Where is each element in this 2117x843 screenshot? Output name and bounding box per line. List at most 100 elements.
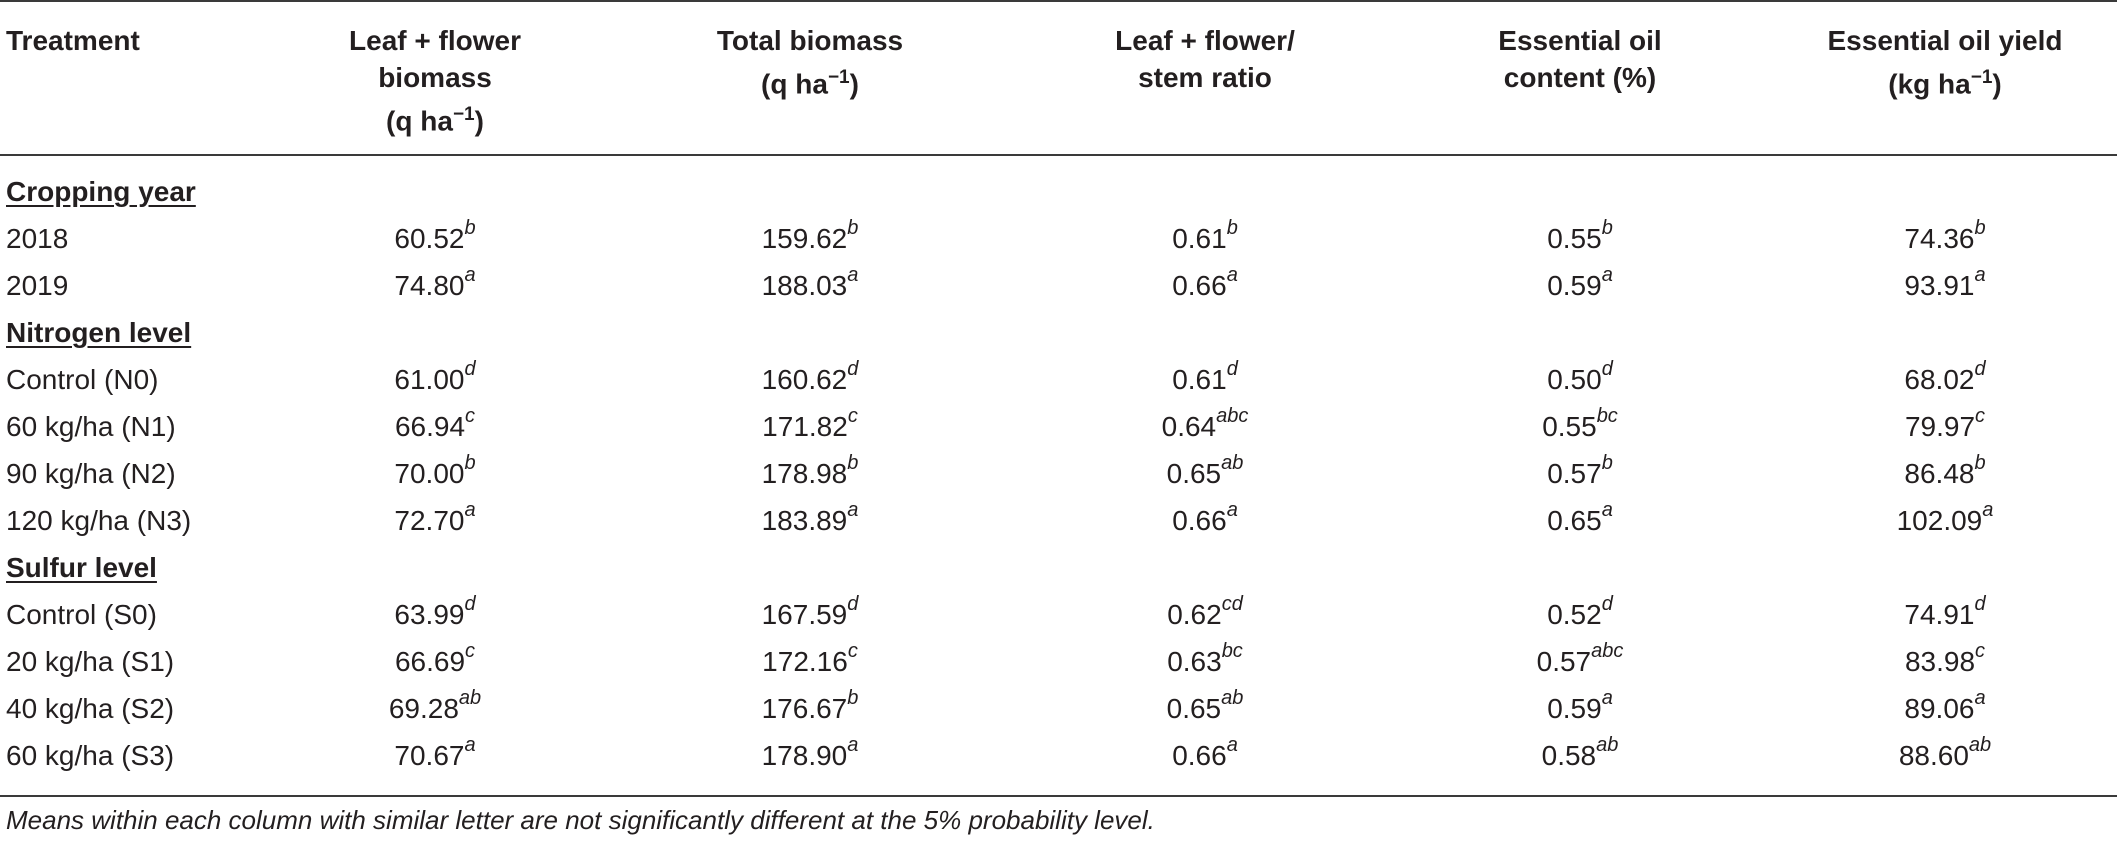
significance-letter: b — [1974, 216, 1986, 239]
row-label: 60 kg/ha (S3) — [6, 740, 175, 771]
significance-letter: b — [1226, 216, 1238, 239]
table-cell: 0.59a — [1440, 685, 1720, 732]
row-label: 60 kg/ha (N1) — [6, 411, 176, 442]
significance-letter: d — [464, 592, 476, 615]
significance-letter: a — [1974, 686, 1986, 709]
row-label: 120 kg/ha (N3) — [6, 505, 192, 536]
cell-value: 74.91 — [1904, 599, 1975, 630]
table-cell: 66.94c — [295, 403, 575, 450]
header-rule — [0, 154, 2117, 156]
significance-letter: cd — [1221, 592, 1243, 615]
row-label: Control (S0) — [6, 599, 157, 630]
cell-value: 61.00 — [394, 364, 465, 395]
table-row: Control (N0) 61.00d 160.62d 0.61d 0.50d 68.02… — [0, 356, 2117, 403]
table-cell: 0.66a — [1065, 732, 1345, 779]
significance-letter: ab — [1221, 686, 1244, 709]
table-cell: 0.65ab — [1065, 685, 1345, 732]
cell-value: 0.62 — [1167, 599, 1222, 630]
table-cell: 0.58ab — [1440, 732, 1720, 779]
table-cell: 68.02d — [1805, 356, 2085, 403]
cell-value: 69.28 — [388, 693, 459, 724]
table-cell: 88.60ab — [1805, 732, 2085, 779]
cell-value: 83.98 — [1904, 646, 1976, 677]
table-cell: 61.00d — [295, 356, 575, 403]
significance-letter: a — [847, 263, 859, 286]
cell-value: 0.57 — [1536, 646, 1592, 677]
cell-value: 102.09 — [1896, 505, 1983, 536]
table-cell: 70.00b — [295, 450, 575, 497]
cell-value: 172.16 — [762, 646, 848, 677]
significance-letter: ab — [1596, 733, 1619, 756]
significance-letter: a — [464, 263, 476, 286]
table-cell: 63.99d — [295, 591, 575, 638]
section-title: Cropping year — [6, 176, 196, 207]
table-cell: 0.61d — [1065, 356, 1345, 403]
significance-letter: c — [847, 639, 858, 662]
table-cell: 0.59a — [1440, 262, 1720, 309]
cell-value: 167.59 — [761, 599, 848, 630]
header-leaf-flower-biomass: Leaf + flower biomass (q ha−1) — [349, 25, 521, 137]
table-cell: 183.89a — [670, 497, 950, 544]
significance-letter: a — [847, 498, 859, 521]
table-footnote: Means within each column with similar le… — [6, 805, 1155, 835]
significance-letter: c — [1975, 639, 1986, 662]
table-row: 60 kg/ha (N1) 66.94c 171.82c 0.64abc 0.55bc 7… — [0, 403, 2117, 450]
section-title: Nitrogen level — [6, 317, 192, 348]
table-cell: 159.62b — [670, 215, 950, 262]
table-row: 2018 60.52b 159.62b 0.61b 0.55b 74.36b — [0, 215, 2117, 262]
significance-letter: abc — [1591, 639, 1624, 662]
cell-value: 0.66 — [1172, 270, 1227, 301]
row-label: Control (N0) — [6, 364, 159, 395]
table-cell: 74.80a — [295, 262, 575, 309]
header-leaf-flower-stem-ratio: Leaf + flower/ stem ratio — [1115, 25, 1295, 93]
table-cell: 93.91a — [1805, 262, 2085, 309]
row-label: 2018 — [6, 223, 69, 254]
table-cell: 188.03a — [670, 262, 950, 309]
cell-value: 74.36 — [1904, 223, 1975, 254]
cell-value: 89.06 — [1904, 693, 1975, 724]
cell-value: 0.61 — [1172, 364, 1227, 395]
cell-value: 93.91 — [1904, 270, 1975, 301]
row-label: 90 kg/ha (N2) — [6, 458, 176, 489]
significance-letter: b — [464, 451, 476, 474]
table-cell: 0.66a — [1065, 262, 1345, 309]
significance-letter: d — [1974, 357, 1986, 380]
significance-letter: b — [1601, 451, 1613, 474]
cell-value: 70.67 — [394, 740, 465, 771]
table-row: 120 kg/ha (N3) 72.70a 183.89a 0.66a 0.65 a 102… — [0, 497, 2117, 544]
cell-value: 159.62 — [761, 223, 848, 254]
cell-value: 0.65 — [1547, 505, 1602, 536]
table-cell: 79.97c — [1805, 403, 2085, 450]
significance-letter: a — [1226, 733, 1238, 756]
table-cell: 0.61b — [1065, 215, 1345, 262]
significance-letter: a — [464, 498, 476, 521]
top-rule — [0, 0, 2117, 2]
significance-letter: c — [465, 639, 476, 662]
header-essential-oil-yield: Essential oil yield (kg ha−1) — [1827, 25, 2063, 100]
significance-letter: a — [1226, 263, 1238, 286]
cell-value: 70.00 — [394, 458, 465, 489]
table-cell: 74.36b — [1805, 215, 2085, 262]
significance-letter: a — [1601, 263, 1613, 286]
cell-value: 0.55 — [1542, 411, 1597, 442]
table-cell: 72.70a — [295, 497, 575, 544]
header-total-biomass: Total biomass (q ha−1) — [716, 25, 904, 100]
table-row: 40 kg/ha (S2) 69.28ab 176.67b 0.65ab 0.59a 89… — [0, 685, 2117, 732]
table-row: 20 kg/ha (S1) 66.69c 172.16c 0.63bc 0.57abc 8… — [0, 638, 2117, 685]
significance-letter: d — [847, 357, 859, 380]
table-cell: 176.67b — [670, 685, 950, 732]
table-cell: 0.52d — [1440, 591, 1720, 638]
cell-value: 0.63 — [1167, 646, 1222, 677]
table-cell: 0.65ab — [1065, 450, 1345, 497]
table-row: 2019 74.80a 188.03a 0.66a 0.59a 93.91a — [0, 262, 2117, 309]
significance-letter: c — [465, 404, 476, 427]
cell-value: 63.99 — [394, 599, 465, 630]
row-label: 2019 — [6, 270, 69, 301]
cell-value: 0.59 — [1547, 693, 1602, 724]
bottom-rule — [0, 795, 2117, 797]
cell-value: 0.65 — [1166, 693, 1222, 724]
table-cell: 89.06a — [1805, 685, 2085, 732]
significance-letter: a — [1226, 498, 1238, 521]
table-cell: 0.66a — [1065, 497, 1345, 544]
significance-letter: d — [1226, 357, 1238, 380]
